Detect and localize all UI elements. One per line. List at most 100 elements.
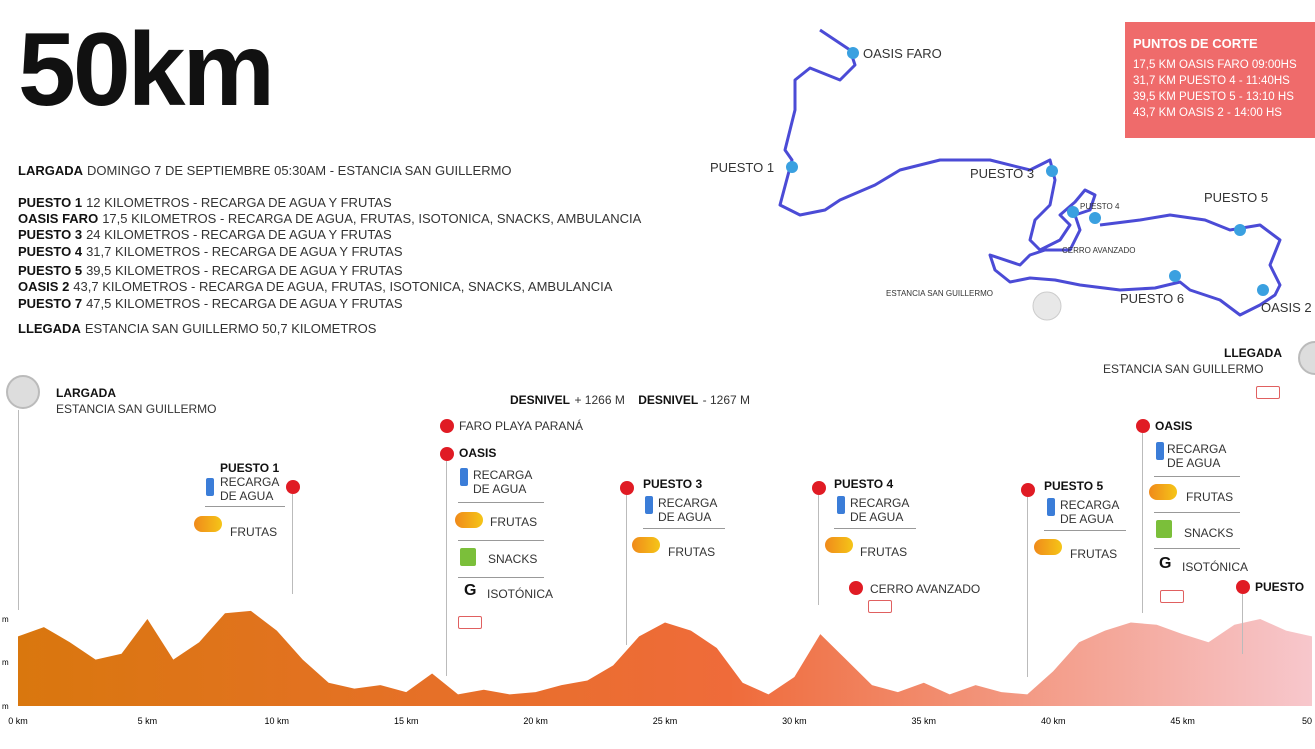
y-tick-label: m bbox=[2, 615, 9, 624]
elevation-profile: 0 km 5 km 10 km 15 km 20 km 25 km 30 km 35 km 40… bbox=[2, 610, 1312, 726]
fruit-icon bbox=[455, 512, 483, 528]
fruit-icon bbox=[632, 537, 660, 553]
puesto4-title: PUESTO 4 bbox=[834, 477, 894, 491]
separator bbox=[458, 502, 544, 503]
cutoff-row: 39,5 KM PUESTO 5 - 13:10 HS bbox=[1133, 91, 1294, 103]
water-bottle-icon bbox=[1156, 442, 1164, 460]
recarga-label: RECARGA bbox=[220, 475, 280, 489]
start-stem bbox=[18, 410, 19, 610]
puesto5-title: PUESTO 5 bbox=[1044, 479, 1104, 493]
cutoff-row: 17,5 KM OASIS FARO 09:00HS bbox=[1133, 59, 1297, 71]
start-subtitle: ESTANCIA SAN GUILLERMO bbox=[56, 402, 217, 416]
cutoff-row: 43,7 KM OASIS 2 - 14:00 HS bbox=[1133, 107, 1282, 119]
map-label: PUESTO 4 bbox=[1080, 202, 1120, 211]
agua-label: DE AGUA bbox=[473, 482, 527, 496]
separator bbox=[643, 528, 725, 529]
ambulance-icon bbox=[1160, 590, 1184, 603]
elevation-area bbox=[18, 610, 1312, 706]
separator bbox=[1154, 512, 1240, 513]
cerro-label: CERRO AVANZADO bbox=[870, 582, 981, 596]
info-row: PUESTO 7 47,5 KILOMETROS - RECARGA DE AGU… bbox=[18, 296, 403, 311]
frutas-label: FRUTAS bbox=[1070, 547, 1118, 561]
map-point bbox=[1234, 224, 1246, 236]
gatorade-icon: G bbox=[1159, 555, 1172, 572]
frutas-label: FRUTAS bbox=[668, 545, 716, 559]
x-tick-label: 40 km bbox=[1041, 716, 1066, 726]
y-tick-label: m bbox=[2, 702, 9, 711]
frutas-label: FRUTAS bbox=[230, 525, 278, 539]
fruit-icon bbox=[825, 537, 853, 553]
recarga-label: RECARGA bbox=[473, 468, 533, 482]
ambulance-icon bbox=[1256, 386, 1280, 399]
info-row: PUESTO 1 12 KILOMETROS - RECARGA DE AGUA … bbox=[18, 195, 392, 210]
agua-label: DE AGUA bbox=[658, 510, 712, 524]
puesto1-stem bbox=[292, 494, 293, 594]
puesto7-title: PUESTO bbox=[1255, 580, 1305, 594]
separator bbox=[458, 577, 544, 578]
puesto4-stem bbox=[818, 495, 819, 605]
desnivel: DESNIVEL + 1266 M DESNIVEL - 1267 M bbox=[510, 393, 751, 407]
puesto5-pin-icon bbox=[1021, 483, 1035, 497]
map-label: ESTANCIA SAN GUILLERMO bbox=[886, 289, 993, 298]
info-row: PUESTO 4 31,7 KILOMETROS - RECARGA DE AGU… bbox=[18, 244, 403, 259]
oasis2-pin-icon bbox=[1136, 419, 1150, 433]
recarga-label: RECARGA bbox=[658, 496, 718, 510]
x-tick-label: 50 bbox=[1302, 716, 1312, 726]
cutoff-title: PUNTOS DE CORTE bbox=[1133, 36, 1258, 51]
separator bbox=[1154, 548, 1240, 549]
ambulance-icon bbox=[868, 600, 892, 613]
agua-label: DE AGUA bbox=[850, 510, 904, 524]
info-row: PUESTO 5 39,5 KILOMETROS - RECARGA DE AGU… bbox=[18, 263, 403, 278]
separator bbox=[834, 528, 916, 529]
cutoff-box: PUNTOS DE CORTE 17,5 KM OASIS FARO 09:00… bbox=[1125, 22, 1315, 138]
map-label: CERRO AVANZADO bbox=[1062, 246, 1136, 255]
puesto4-pin-icon bbox=[812, 481, 826, 495]
snacks-label: SNACKS bbox=[1184, 526, 1234, 540]
frutas-label: FRUTAS bbox=[490, 515, 538, 529]
map-point bbox=[1089, 212, 1101, 224]
info-row: LLEGADA ESTANCIA SAN GUILLERMO 50,7 KILOM… bbox=[18, 321, 377, 336]
agua-label: DE AGUA bbox=[1167, 456, 1221, 470]
info-row: OASIS FARO 17,5 KILOMETROS - RECARGA DE A… bbox=[18, 211, 642, 226]
frutas-label: FRUTAS bbox=[1186, 490, 1234, 504]
puesto3-pin-icon bbox=[620, 481, 634, 495]
puesto3-stem bbox=[626, 495, 627, 645]
start-title: LARGADA bbox=[56, 386, 116, 400]
gatorade-icon: G bbox=[464, 582, 477, 599]
info-row: PUESTO 3 24 KILOMETROS - RECARGA DE AGUA … bbox=[18, 227, 392, 242]
map-label: PUESTO 1 bbox=[710, 160, 775, 175]
puesto7-pin-icon bbox=[1236, 580, 1250, 594]
puesto3-title: PUESTO 3 bbox=[643, 477, 703, 491]
ambulance-icon bbox=[458, 616, 482, 629]
water-bottle-icon bbox=[206, 478, 214, 496]
info-row: LARGADA DOMINGO 7 DE SEPTIEMBRE 05:30AM -… bbox=[18, 163, 512, 178]
puesto5-stem bbox=[1027, 497, 1028, 677]
x-tick-label: 30 km bbox=[782, 716, 807, 726]
separator bbox=[458, 540, 544, 541]
recarga-label: RECARGA bbox=[1060, 498, 1120, 512]
agua-label: DE AGUA bbox=[1060, 512, 1114, 526]
separator bbox=[1044, 530, 1126, 531]
finish-title: LLEGADA bbox=[1224, 346, 1282, 360]
snacks-icon bbox=[460, 548, 476, 566]
x-tick-label: 10 km bbox=[265, 716, 290, 726]
frutas-label: FRUTAS bbox=[860, 545, 908, 559]
info-row: OASIS 2 43,7 KILOMETROS - RECARGA DE AGUA… bbox=[18, 279, 613, 294]
map-label: PUESTO 3 bbox=[970, 166, 1035, 181]
isotonica-label: ISOTÓNICA bbox=[1182, 560, 1249, 574]
page-title: 50km bbox=[18, 12, 275, 128]
map-label: PUESTO 5 bbox=[1204, 190, 1269, 205]
route-map bbox=[778, 28, 1282, 321]
fruit-icon bbox=[194, 516, 222, 532]
finish-house-icon bbox=[1298, 341, 1315, 375]
puesto7-stem bbox=[1242, 594, 1243, 654]
y-tick-label: m bbox=[2, 658, 9, 667]
recarga-label: RECARGA bbox=[850, 496, 910, 510]
map-label: PUESTO 6 bbox=[1120, 291, 1185, 306]
oasis2-stem bbox=[1142, 433, 1143, 613]
water-bottle-icon bbox=[460, 468, 468, 486]
isotonica-label: ISOTÓNICA bbox=[487, 587, 554, 601]
x-tick-label: 0 km bbox=[8, 716, 28, 726]
puesto1-title: PUESTO 1 bbox=[220, 461, 280, 475]
cutoff-row: 31,7 KM PUESTO 4 - 11:40HS bbox=[1133, 75, 1290, 87]
